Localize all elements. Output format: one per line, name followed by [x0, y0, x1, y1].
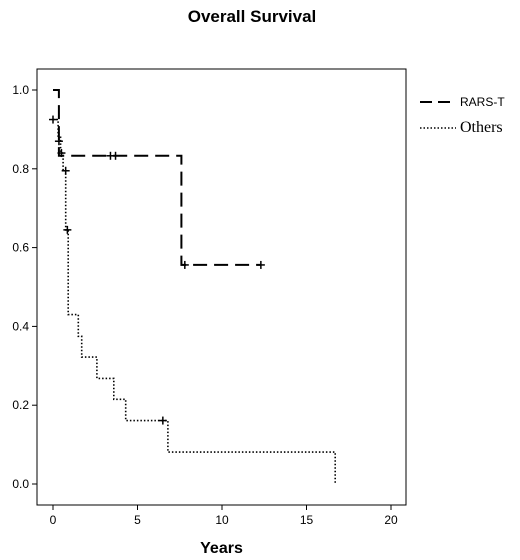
chart-title: Overall Survival — [188, 7, 317, 26]
legend-label-others: Others — [460, 119, 503, 136]
y-tick-label: 1.0 — [12, 83, 29, 97]
y-axis: 0.0 0.2 0.4 0.6 0.8 1.0 — [12, 83, 37, 491]
plot-frame — [36, 68, 407, 506]
y-tick-label: 0.4 — [12, 319, 29, 333]
x-tick-label: 0 — [50, 513, 57, 527]
y-tick-label: 0.0 — [12, 477, 29, 491]
x-tick-label: 5 — [134, 513, 141, 527]
series-layer — [49, 89, 336, 484]
x-axis: 0 5 10 15 20 — [50, 505, 398, 527]
y-tick-label: 0.2 — [12, 398, 29, 412]
x-tick-label: 15 — [300, 513, 314, 527]
legend-label-rars-t: RARS-T — [460, 95, 505, 109]
x-axis-label: Years — [200, 540, 243, 557]
series-line-rars-t — [53, 89, 261, 266]
series-line-others — [53, 118, 336, 484]
y-tick-label: 0.8 — [12, 162, 29, 176]
y-tick-label: 0.6 — [12, 241, 29, 255]
x-tick-label: 10 — [215, 513, 229, 527]
legend: RARS-T Others — [420, 95, 505, 136]
x-tick-label: 20 — [384, 513, 398, 527]
